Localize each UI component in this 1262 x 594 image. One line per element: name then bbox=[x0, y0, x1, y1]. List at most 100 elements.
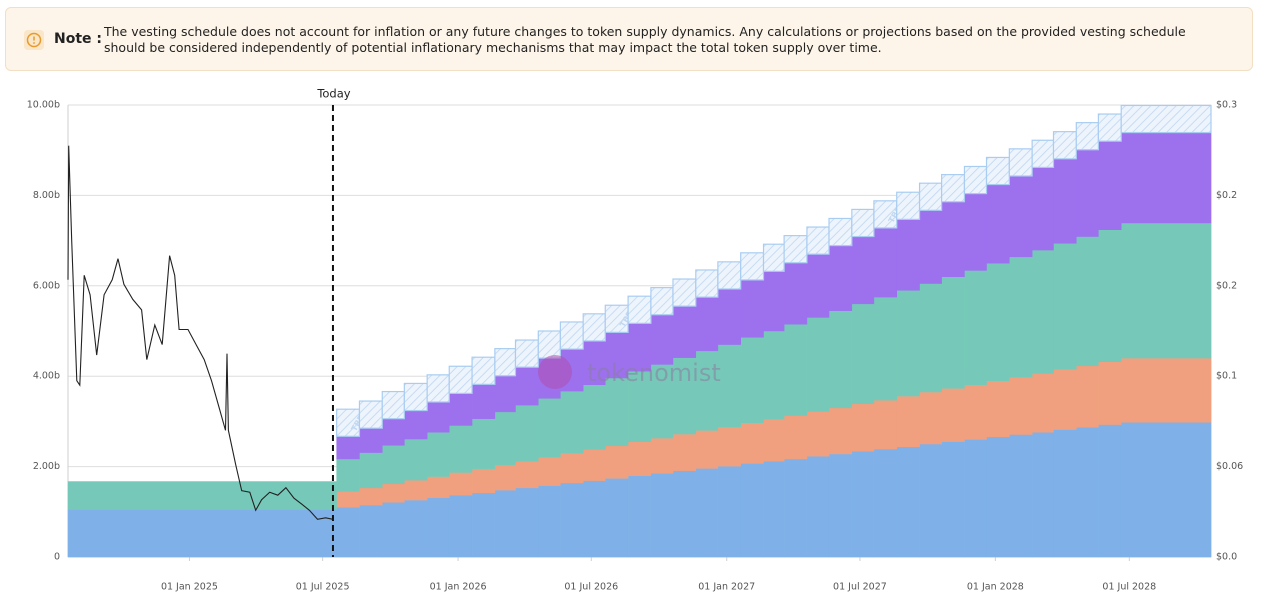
area-step bbox=[964, 270, 987, 386]
area-step bbox=[873, 227, 897, 298]
area-step bbox=[1098, 361, 1122, 425]
tbd-step bbox=[1008, 148, 1033, 177]
area-step bbox=[672, 470, 697, 558]
y2-tick-label: $0.2 bbox=[1216, 280, 1237, 291]
area-step bbox=[941, 441, 965, 558]
today-label: Today bbox=[316, 87, 350, 101]
x-tick-label: 01 Jul 2025 bbox=[296, 582, 350, 593]
area-step bbox=[471, 384, 496, 419]
area-step bbox=[560, 452, 584, 484]
area-step bbox=[828, 310, 853, 409]
y2-tick-label: $0.06 bbox=[1216, 461, 1243, 472]
area-step bbox=[448, 494, 473, 558]
area-step bbox=[515, 366, 539, 406]
area-step bbox=[1053, 243, 1077, 370]
area-step bbox=[986, 380, 1010, 438]
area-step bbox=[851, 303, 875, 405]
area-step bbox=[919, 210, 942, 284]
x-tick-label: 01 Jul 2026 bbox=[564, 582, 618, 593]
area-step bbox=[494, 489, 516, 558]
area-step bbox=[740, 463, 764, 558]
area-step bbox=[763, 271, 785, 332]
area-step bbox=[1009, 434, 1033, 558]
area-step bbox=[695, 296, 719, 352]
tbd-step bbox=[559, 321, 584, 350]
area-step bbox=[560, 390, 584, 454]
area-step bbox=[896, 290, 920, 397]
tbd-step bbox=[896, 191, 921, 220]
area-step bbox=[426, 497, 450, 558]
tbd-step bbox=[762, 243, 785, 272]
y-tick-label: 0 bbox=[54, 552, 60, 563]
area-step bbox=[382, 483, 405, 503]
area-step bbox=[404, 499, 428, 558]
x-tick-label: 01 Jan 2025 bbox=[161, 582, 218, 593]
area-step bbox=[695, 468, 719, 558]
note-label: Note : bbox=[54, 31, 102, 47]
tbd-step bbox=[537, 330, 561, 359]
area-step bbox=[1053, 429, 1077, 558]
area-step bbox=[336, 436, 360, 460]
area-step bbox=[717, 465, 741, 558]
note-text: The vesting schedule does not account fo… bbox=[104, 24, 1186, 55]
area-step bbox=[1076, 236, 1099, 367]
area-step bbox=[448, 393, 473, 426]
area-step bbox=[1031, 373, 1054, 433]
area-step bbox=[828, 407, 853, 455]
tbd-step bbox=[627, 295, 652, 324]
area-step bbox=[851, 403, 875, 452]
area-step bbox=[582, 480, 606, 558]
area-step bbox=[1031, 249, 1054, 374]
area-step bbox=[873, 448, 897, 558]
area-step bbox=[426, 476, 450, 499]
area-step bbox=[627, 441, 652, 476]
price-line bbox=[67, 145, 334, 520]
tbd-step bbox=[806, 226, 830, 255]
area-step bbox=[783, 323, 808, 416]
tbd-step bbox=[494, 348, 517, 377]
area-step bbox=[605, 377, 629, 447]
area-step bbox=[494, 375, 516, 413]
y-tick-label: 4.00b bbox=[33, 371, 60, 382]
area-step bbox=[873, 399, 897, 450]
tbd-step bbox=[381, 390, 405, 420]
area-step bbox=[1009, 175, 1033, 258]
area-step bbox=[717, 426, 741, 467]
area-step bbox=[740, 422, 764, 464]
y-tick-label: 2.00b bbox=[33, 461, 60, 472]
y2-tick-label: $0.2 bbox=[1216, 190, 1237, 201]
tbd-step bbox=[358, 400, 383, 429]
area-step bbox=[986, 262, 1010, 381]
area-step bbox=[515, 460, 539, 489]
y2-tick-label: $0.0 bbox=[1216, 552, 1237, 563]
area-step bbox=[471, 418, 496, 470]
area-step bbox=[582, 449, 606, 481]
note-icon bbox=[24, 30, 44, 50]
area-step bbox=[763, 330, 785, 420]
area-step bbox=[896, 395, 920, 447]
area-step bbox=[359, 504, 383, 558]
area-step bbox=[717, 344, 741, 428]
area-step bbox=[1031, 167, 1054, 251]
tbd-step bbox=[941, 174, 966, 203]
area-step bbox=[1053, 158, 1077, 244]
area-step bbox=[359, 452, 383, 489]
tbd-step bbox=[1097, 113, 1122, 142]
area-step bbox=[650, 437, 674, 474]
area-step bbox=[650, 314, 674, 365]
area-step bbox=[828, 453, 853, 558]
x-tick-label: 01 Jul 2028 bbox=[1102, 582, 1156, 593]
x-tick-label: 01 Jan 2027 bbox=[698, 582, 755, 593]
area-step bbox=[404, 410, 428, 440]
area-step bbox=[1009, 256, 1033, 378]
area-step bbox=[471, 468, 496, 494]
x-tick-label: 01 Jan 2028 bbox=[967, 582, 1024, 593]
area-step bbox=[783, 415, 808, 460]
tbd-step bbox=[963, 165, 988, 195]
area-step bbox=[627, 475, 652, 558]
tbd-step bbox=[650, 287, 674, 316]
area-step bbox=[494, 464, 516, 491]
area-step bbox=[538, 456, 561, 486]
